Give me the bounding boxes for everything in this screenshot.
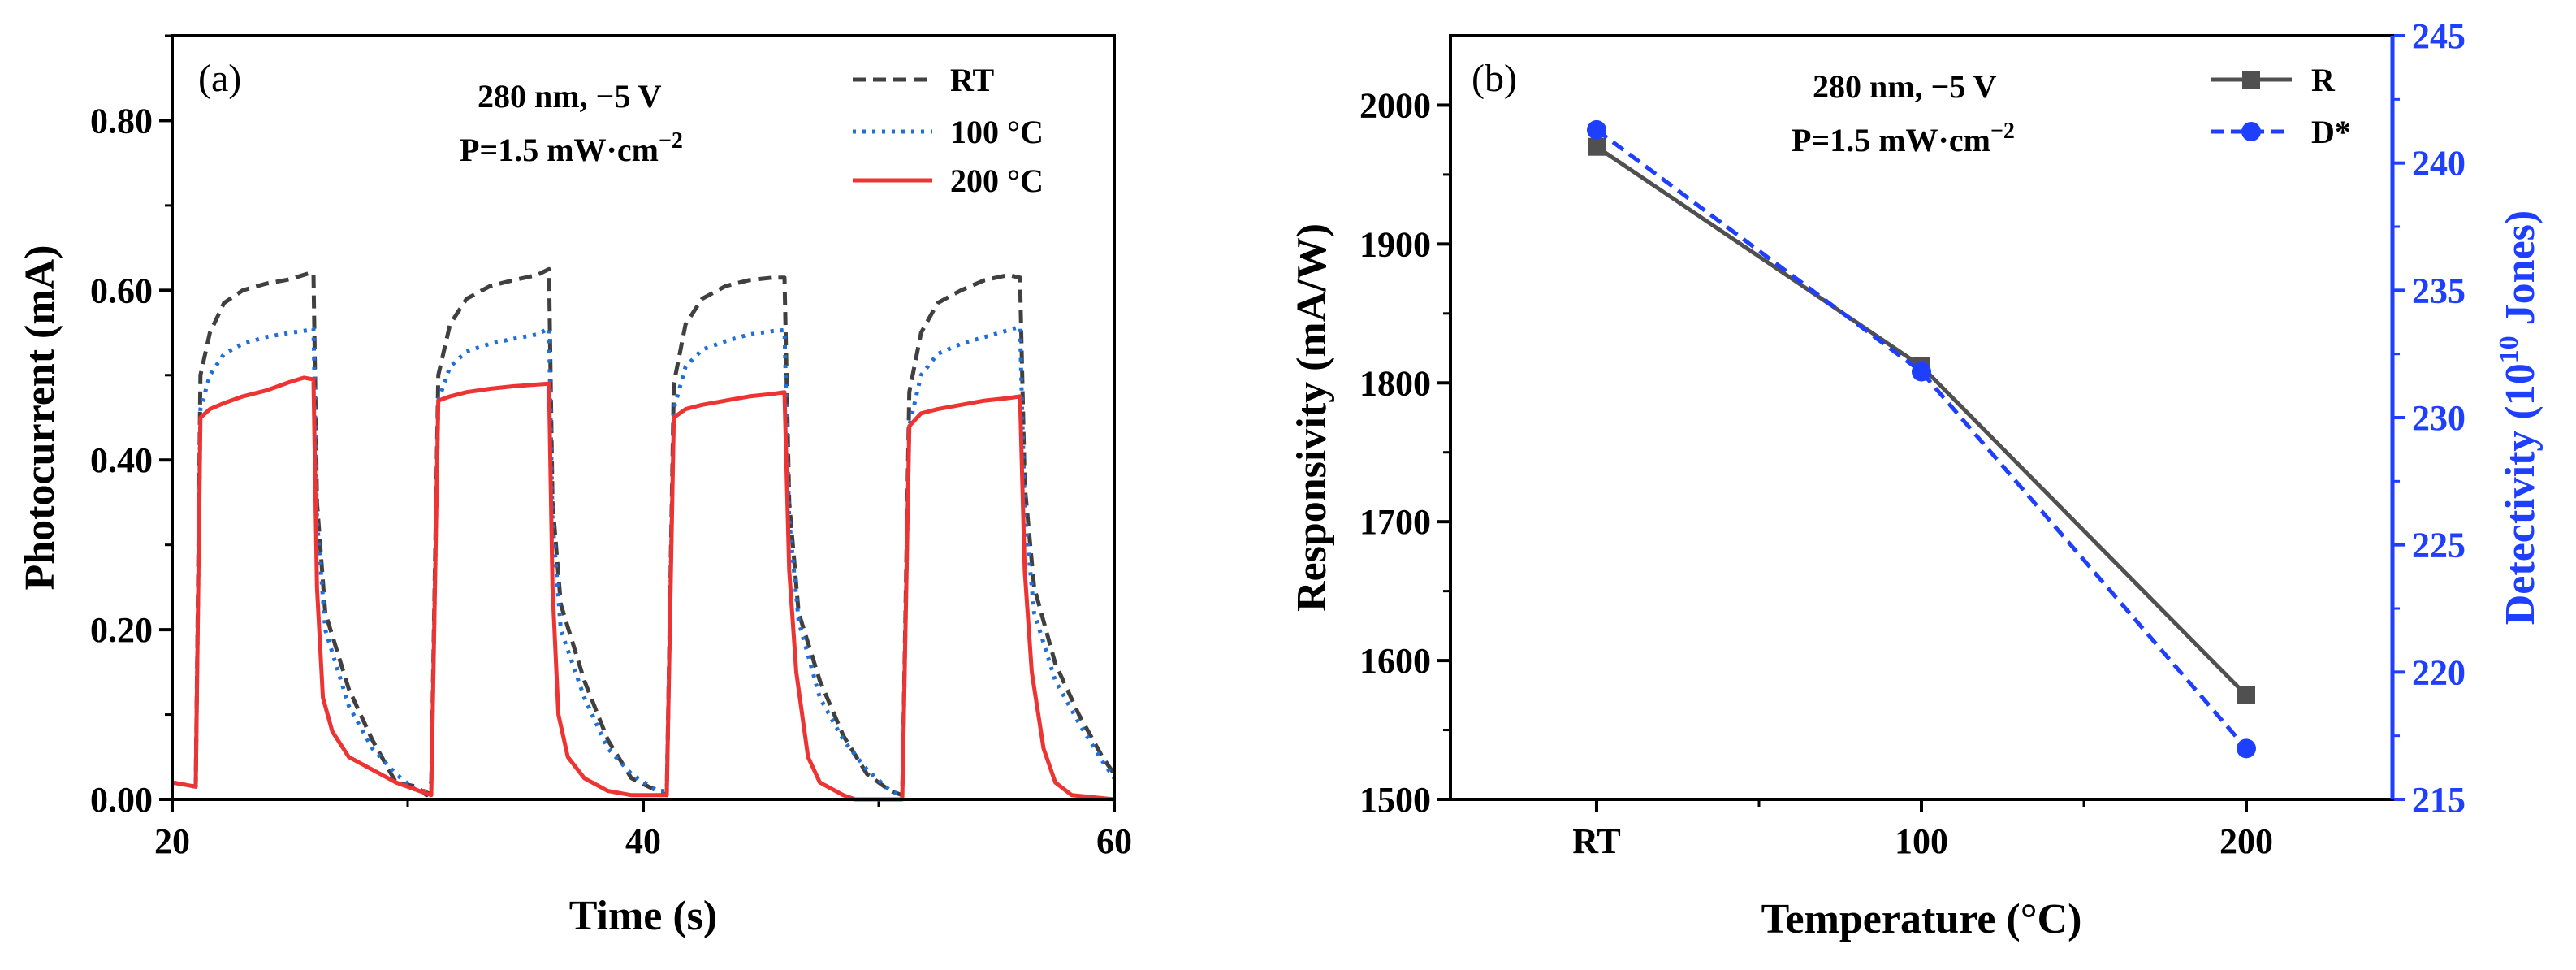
panel-b-label: (b) [1472, 57, 1517, 100]
a-y-tick-label: 0.00 [90, 780, 153, 820]
detectivity-point-rt [1587, 119, 1606, 140]
panel-a-label: (a) [198, 57, 241, 100]
panel-b-y2-title-sup: 10 [2494, 336, 2524, 363]
panel-a-frame [171, 34, 1116, 801]
legend-200c-label: 200 °C [950, 162, 1044, 199]
responsivity-point-rt [1588, 137, 1606, 156]
responsivity-point-200 [2237, 686, 2255, 704]
b-y2-tick-label: 240 [2412, 144, 2466, 184]
detectivity-point-200 [2237, 738, 2256, 759]
panel-b-annotation-line2-sup: −2 [1990, 119, 2015, 144]
panel-b-y2-axis-title: Detectivity (1010 Jones) [2494, 210, 2544, 626]
panel-b-annotation-line1: 280 nm, −5 V [1813, 68, 1997, 105]
legend-dstar-marker [2241, 122, 2261, 141]
b-y2-tick-label: 230 [2412, 398, 2466, 438]
panel-a-series [171, 266, 1117, 802]
detectivity-point-100 [1912, 362, 1931, 382]
series-line-200c [171, 375, 1115, 802]
legend-r-marker [2242, 71, 2260, 89]
panel-a-x-axis-title: Time (s) [569, 893, 717, 939]
panel-a-photocurrent-chart: 20 40 60 0.00 0.20 0.40 0.60 0.80 (a) 280 nm, −… [17, 34, 1132, 939]
a-y-tick-label: 0.60 [90, 271, 153, 310]
b-x-tick-label: 100 [1895, 821, 1948, 861]
b-x-tick-label: RT [1572, 821, 1621, 861]
legend-100c-label: 100 °C [950, 114, 1044, 150]
b-y2-tick-label: 215 [2412, 780, 2466, 820]
a-x-tick-label: 20 [154, 821, 190, 861]
legend-dstar-label: D* [2311, 114, 2351, 150]
panel-a-tick-labels: 20 40 60 0.00 0.20 0.40 0.60 0.80 [90, 101, 1132, 861]
panel-b-responsivity-chart: RT 100 200 1500 1600 1700 1800 1900 2000 215 220 22… [1289, 16, 2544, 942]
a-y-tick-label: 0.40 [90, 440, 153, 480]
legend-r-label: R [2311, 62, 2336, 98]
panel-b-series [1587, 119, 2256, 759]
panel-b-y2-title-base: Detectivity (10 [2497, 363, 2544, 625]
b-y2-tick-label: 245 [2412, 16, 2466, 56]
b-y2-tick-label: 220 [2412, 652, 2466, 692]
panel-b-y2-title-end: Jones) [2497, 210, 2544, 336]
series-line-detectivity [1595, 128, 2248, 750]
legend-rt-label: RT [950, 62, 994, 98]
panel-a-annotation-line1: 280 nm, −5 V [478, 78, 662, 115]
b-x-tick-label: 200 [2219, 821, 2273, 861]
b-y-tick-label: 2000 [1359, 85, 1431, 125]
panel-a-legend: RT 100 °C 200 °C [853, 62, 1044, 199]
b-y-tick-label: 1500 [1359, 780, 1431, 820]
b-y-tick-label: 1800 [1359, 363, 1431, 403]
panel-a-annotation-line2: P=1.5 mW·cm−2 [460, 128, 683, 168]
panel-a-annotation-line2-sup: −2 [659, 128, 683, 154]
panel-b-tick-labels: RT 100 200 1500 1600 1700 1800 1900 2000 215 220 22… [1359, 16, 2466, 861]
panel-b-annotation-line2-base: P=1.5 mW·cm [1792, 122, 1990, 158]
b-y-tick-label: 1700 [1359, 502, 1431, 542]
b-y-tick-label: 1900 [1359, 224, 1431, 264]
panel-a-y-axis-title: Photocurrent (mA) [17, 245, 63, 590]
panel-a-annotation-line2-base: P=1.5 mW·cm [460, 132, 659, 168]
a-x-tick-label: 60 [1096, 821, 1132, 861]
b-y-tick-label: 1600 [1359, 641, 1431, 681]
a-x-tick-label: 40 [625, 821, 661, 861]
panel-b-y-axis-title: Responsivity (mA/W) [1289, 223, 1335, 612]
b-y2-tick-label: 225 [2412, 526, 2466, 565]
series-line-100c [171, 324, 1117, 798]
panel-b-annotation-line2: P=1.5 mW·cm−2 [1792, 119, 2015, 158]
series-line-responsivity [1595, 145, 2248, 697]
a-y-tick-label: 0.80 [90, 101, 153, 141]
b-y2-tick-label: 235 [2412, 271, 2466, 310]
a-y-tick-label: 0.20 [90, 610, 153, 650]
panel-b-legend: R D* [2211, 62, 2351, 150]
panel-b-x-axis-title: Temperature (°C) [1761, 896, 2082, 942]
